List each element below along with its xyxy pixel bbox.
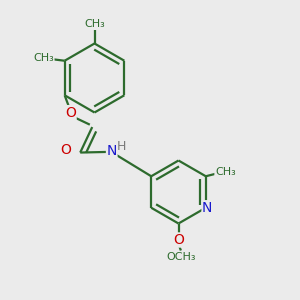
Text: CH₃: CH₃ (33, 53, 54, 63)
Text: N: N (106, 144, 117, 158)
Text: O: O (65, 106, 76, 120)
Text: OCH₃: OCH₃ (167, 251, 196, 262)
Text: CH₃: CH₃ (215, 167, 236, 177)
Text: O: O (173, 233, 184, 247)
Text: CH₃: CH₃ (84, 19, 105, 29)
Text: H: H (117, 140, 126, 153)
Text: O: O (60, 142, 71, 157)
Text: N: N (202, 201, 212, 215)
